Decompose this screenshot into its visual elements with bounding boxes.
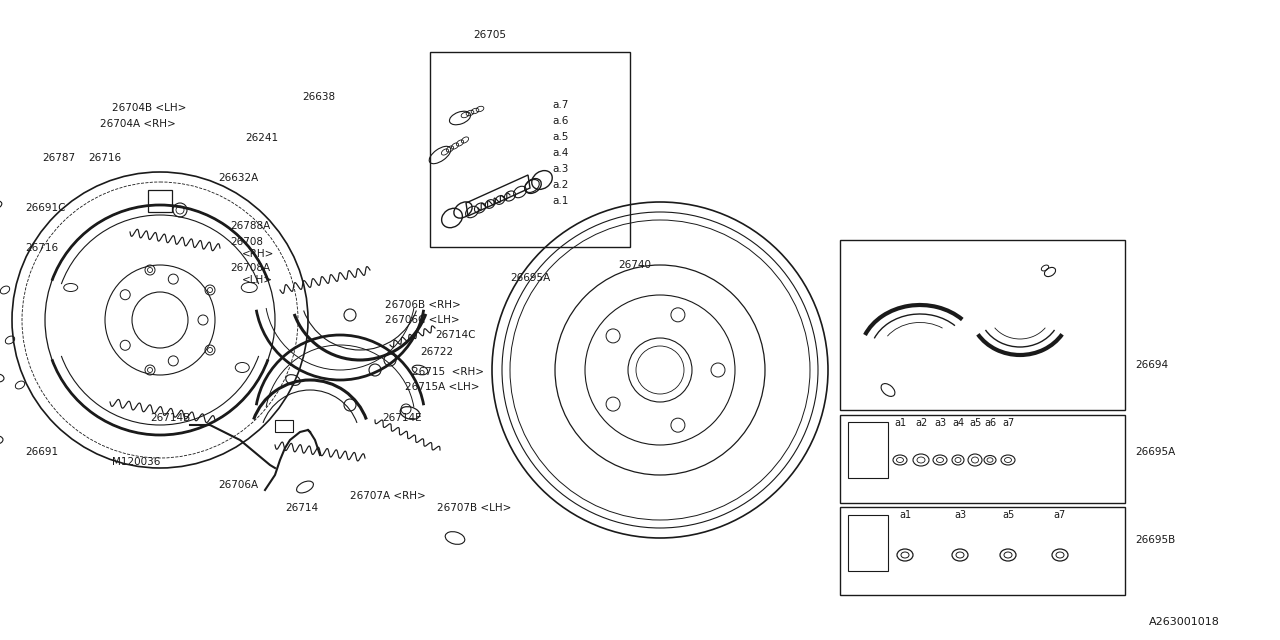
Text: 26715  <RH>: 26715 <RH>	[412, 367, 484, 377]
Text: 26632A: 26632A	[218, 173, 259, 183]
Text: 26740: 26740	[618, 260, 652, 270]
Text: 26695A: 26695A	[1135, 447, 1175, 457]
Text: 26704A <RH>: 26704A <RH>	[100, 119, 175, 129]
Text: 26788A: 26788A	[230, 221, 270, 231]
Text: 26638: 26638	[302, 92, 335, 102]
Text: 26691: 26691	[26, 447, 58, 457]
Text: a6: a6	[984, 418, 996, 428]
Bar	[430, 52, 630, 247]
Text: 26715A <LH>: 26715A <LH>	[404, 382, 480, 392]
Text: 26714C: 26714C	[435, 330, 475, 340]
Text: 26714B: 26714B	[150, 413, 191, 423]
Bar	[840, 507, 1125, 595]
Text: 26722: 26722	[420, 347, 453, 357]
Circle shape	[147, 367, 152, 372]
Circle shape	[147, 268, 152, 273]
Text: 26706A: 26706A	[218, 480, 259, 490]
Text: M120036: M120036	[113, 457, 160, 467]
Text: 26716: 26716	[26, 243, 58, 253]
Text: 26704B <LH>: 26704B <LH>	[113, 103, 187, 113]
Text: <LH>: <LH>	[242, 275, 273, 285]
Text: a.7: a.7	[552, 100, 568, 110]
Text: 26695A: 26695A	[509, 273, 550, 283]
Text: 26707A <RH>: 26707A <RH>	[349, 491, 426, 501]
Text: 26707B <LH>: 26707B <LH>	[436, 503, 512, 513]
Text: 26241: 26241	[244, 133, 278, 143]
Text: a.3: a.3	[552, 164, 568, 174]
Text: a4: a4	[952, 418, 964, 428]
Bar	[840, 240, 1125, 410]
Text: 26691C: 26691C	[26, 203, 65, 213]
Bar	[849, 515, 888, 571]
Bar	[148, 190, 172, 212]
Text: a1: a1	[893, 418, 906, 428]
Text: a7: a7	[1002, 418, 1014, 428]
Text: a.1: a.1	[552, 196, 568, 206]
Text: 26787: 26787	[42, 153, 76, 163]
Text: 26716: 26716	[88, 153, 122, 163]
Text: a.4: a.4	[552, 148, 568, 158]
Circle shape	[207, 348, 212, 353]
Text: a3: a3	[954, 510, 966, 520]
Text: 26714E: 26714E	[381, 413, 421, 423]
Bar	[840, 415, 1125, 503]
Text: a.2: a.2	[552, 180, 568, 190]
Text: a5: a5	[1002, 510, 1014, 520]
Text: 26694: 26694	[1135, 360, 1169, 370]
Text: 26695B: 26695B	[1135, 535, 1175, 545]
Text: a7: a7	[1053, 510, 1066, 520]
Circle shape	[207, 287, 212, 292]
Text: a5: a5	[969, 418, 982, 428]
Text: 26714: 26714	[285, 503, 319, 513]
Bar	[849, 422, 888, 478]
Text: a3: a3	[934, 418, 946, 428]
Text: A263001018: A263001018	[1149, 617, 1220, 627]
Text: 26706C <LH>: 26706C <LH>	[385, 315, 460, 325]
Text: 26705: 26705	[474, 30, 507, 40]
Text: 26706B <RH>: 26706B <RH>	[385, 300, 461, 310]
Text: a1: a1	[899, 510, 911, 520]
Text: 26708: 26708	[230, 237, 262, 247]
Text: a2: a2	[915, 418, 927, 428]
Text: a.5: a.5	[552, 132, 568, 142]
Text: a.6: a.6	[552, 116, 568, 126]
Bar	[275, 420, 293, 432]
Text: <RH>: <RH>	[242, 249, 274, 259]
Text: 26708A: 26708A	[230, 263, 270, 273]
